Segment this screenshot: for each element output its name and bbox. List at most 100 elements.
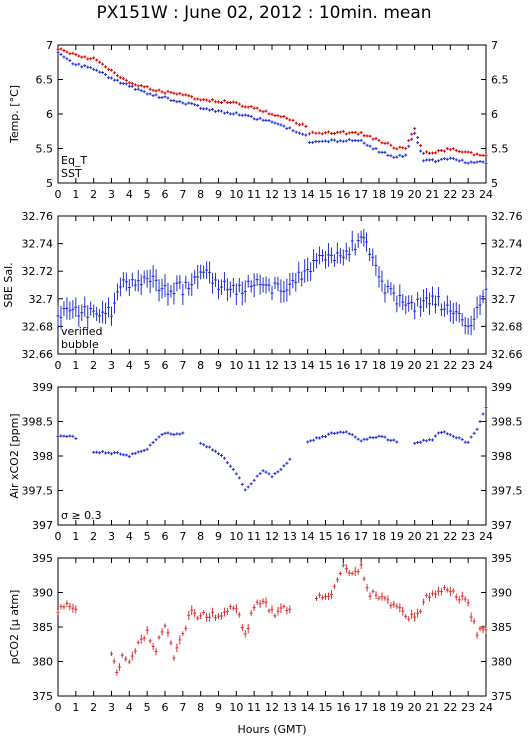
x-tick-label: 8 bbox=[197, 530, 204, 543]
x-tick-label: 8 bbox=[197, 188, 204, 201]
y-tick-label-right: 32.66 bbox=[491, 348, 523, 361]
x-tick-label: 2 bbox=[90, 530, 97, 543]
legend-entry: SST bbox=[61, 167, 82, 180]
x-tick-label: 5 bbox=[144, 701, 151, 714]
x-tick-label: 20 bbox=[408, 530, 422, 543]
y-tick-label-left: 32.68 bbox=[22, 320, 54, 333]
x-tick-label: 12 bbox=[265, 701, 279, 714]
y-tick-label-left: 398 bbox=[32, 450, 53, 463]
pco2-panel: 0 1 2 3 4 5 6 7 8 9 10 11 12 13 14 15 16 17 18 19 20 21 22 23 24… bbox=[8, 552, 512, 714]
x-tick-label: 12 bbox=[265, 188, 279, 201]
y-tick-label-left: 5 bbox=[46, 177, 53, 190]
y-tick-label-left: 398.5 bbox=[22, 416, 54, 429]
x-tick-label: 18 bbox=[372, 359, 386, 372]
x-axis-label: Hours (GMT) bbox=[237, 723, 306, 736]
y-tick-label-left: 32.66 bbox=[22, 348, 54, 361]
x-tick-label: 23 bbox=[461, 188, 475, 201]
x-tick-label: 14 bbox=[301, 359, 315, 372]
x-tick-label: 22 bbox=[443, 530, 457, 543]
y-tick-label-right: 5 bbox=[491, 177, 498, 190]
chart-title: PX151W : June 02, 2012 : 10min. mean bbox=[96, 3, 431, 23]
x-tick-label: 15 bbox=[319, 701, 333, 714]
x-tick-label: 24 bbox=[479, 188, 493, 201]
x-tick-label: 4 bbox=[126, 359, 133, 372]
x-tick-label: 10 bbox=[229, 530, 243, 543]
x-tick-label: 24 bbox=[479, 530, 493, 543]
x-tick-label: 14 bbox=[301, 188, 315, 201]
legend-entry: bubble bbox=[61, 338, 99, 351]
x-tick-label: 13 bbox=[283, 359, 297, 372]
x-tick-label: 13 bbox=[283, 701, 297, 714]
x-tick-label: 10 bbox=[229, 188, 243, 201]
x-tick-label: 1 bbox=[72, 359, 79, 372]
x-tick-label: 6 bbox=[162, 188, 169, 201]
pco2-frame bbox=[57, 557, 487, 697]
x-tick-label: 16 bbox=[336, 188, 350, 201]
x-tick-label: 6 bbox=[162, 530, 169, 543]
x-tick-label: 1 bbox=[72, 701, 79, 714]
salinity-panel: 0 1 2 3 4 5 6 7 8 9 10 11 12 13 14 15 16 17 18 19 20 21 22 23 24… bbox=[2, 210, 523, 372]
x-tick-label: 22 bbox=[443, 188, 457, 201]
y-tick-label-right: 32.7 bbox=[491, 293, 516, 306]
y-tick-label-right: 32.74 bbox=[491, 238, 523, 251]
x-tick-label: 9 bbox=[215, 701, 222, 714]
x-tick-label: 22 bbox=[443, 359, 457, 372]
x-tick-label: 5 bbox=[144, 359, 151, 372]
x-tick-label: 21 bbox=[426, 701, 440, 714]
x-tick-label: 18 bbox=[372, 188, 386, 201]
x-tick-label: 7 bbox=[179, 701, 186, 714]
y-tick-label-left: 32.76 bbox=[22, 210, 54, 223]
x-tick-label: 20 bbox=[408, 188, 422, 201]
y-tick-label-right: 7 bbox=[491, 39, 498, 52]
x-tick-label: 6 bbox=[162, 359, 169, 372]
x-tick-label: 2 bbox=[90, 701, 97, 714]
y-tick-label-right: 6 bbox=[491, 108, 498, 121]
x-tick-label: 19 bbox=[390, 188, 404, 201]
x-tick-label: 14 bbox=[301, 701, 315, 714]
x-tick-label: 24 bbox=[479, 701, 493, 714]
y-tick-label-left: 395 bbox=[32, 552, 53, 565]
legend-entry: verified bbox=[61, 325, 103, 338]
x-tick-label: 21 bbox=[426, 530, 440, 543]
y-tick-label-right: 398 bbox=[491, 450, 512, 463]
x-tick-label: 17 bbox=[354, 530, 368, 543]
x-tick-label: 16 bbox=[336, 530, 350, 543]
x-tick-label: 24 bbox=[479, 359, 493, 372]
x-tick-label: 14 bbox=[301, 530, 315, 543]
temperature-y-axis-label: Temp. [°C] bbox=[8, 85, 21, 144]
x-tick-label: 19 bbox=[390, 359, 404, 372]
y-tick-label-right: 5.5 bbox=[491, 143, 509, 156]
air-xco2-panel: 0 1 2 3 4 5 6 7 8 9 10 11 12 13 14 15 16 17 18 19 20 21 22 23 24… bbox=[8, 381, 523, 543]
x-tick-label: 2 bbox=[90, 188, 97, 201]
x-tick-label: 17 bbox=[354, 188, 368, 201]
y-tick-label-right: 397 bbox=[491, 519, 512, 532]
x-tick-label: 21 bbox=[426, 188, 440, 201]
x-tick-label: 7 bbox=[179, 359, 186, 372]
x-tick-label: 12 bbox=[265, 359, 279, 372]
x-tick-label: 20 bbox=[408, 359, 422, 372]
y-tick-label-left: 32.74 bbox=[22, 238, 54, 251]
y-tick-label-right: 397.5 bbox=[491, 485, 523, 498]
y-tick-label-right: 6.5 bbox=[491, 74, 509, 87]
x-tick-label: 16 bbox=[336, 359, 350, 372]
y-tick-label-right: 32.76 bbox=[491, 210, 523, 223]
y-tick-label-right: 390 bbox=[491, 587, 512, 600]
x-tick-label: 23 bbox=[461, 530, 475, 543]
x-tick-label: 8 bbox=[197, 359, 204, 372]
x-tick-label: 3 bbox=[108, 530, 115, 543]
x-tick-label: 19 bbox=[390, 530, 404, 543]
x-tick-label: 3 bbox=[108, 701, 115, 714]
pco2-y-axis-label: pCO2 [μ atm] bbox=[8, 590, 21, 665]
x-tick-label: 17 bbox=[354, 359, 368, 372]
x-tick-label: 11 bbox=[247, 701, 261, 714]
x-tick-label: 11 bbox=[247, 359, 261, 372]
x-tick-label: 0 bbox=[55, 530, 62, 543]
x-tick-label: 15 bbox=[319, 359, 333, 372]
x-tick-label: 6 bbox=[162, 701, 169, 714]
x-tick-label: 13 bbox=[283, 530, 297, 543]
salinity-frame bbox=[57, 215, 487, 355]
y-tick-label-right: 385 bbox=[491, 621, 512, 634]
y-tick-label-right: 398.5 bbox=[491, 416, 523, 429]
y-tick-label-left: 375 bbox=[32, 690, 53, 703]
salinity-y-axis-label: SBE Sal. bbox=[2, 262, 15, 307]
